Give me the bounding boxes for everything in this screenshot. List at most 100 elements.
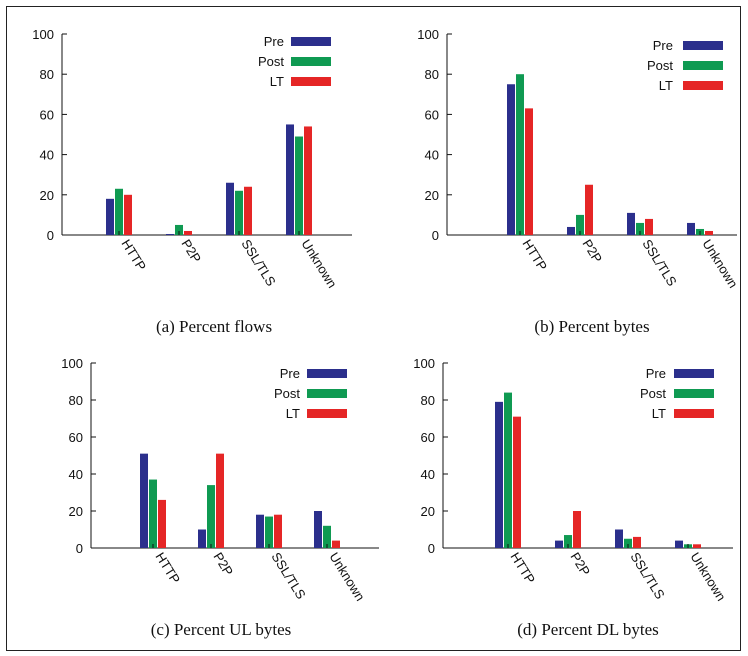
legend-label: LT [286,406,300,421]
category-label: Unknown [687,550,728,604]
legend-label: LT [270,74,284,89]
y-tick-label: 0 [432,228,439,243]
bar-post-http [504,392,512,548]
bar-lt-ssl-tls [633,536,641,548]
category-label: Unknown [699,237,740,291]
bar-post-unknown [295,136,303,235]
legend-label: LT [652,406,666,421]
legend-swatch [307,409,347,418]
bar-pre-http [507,84,515,235]
legend-swatch [307,389,347,398]
legend-swatch [674,389,714,398]
bar-pre-ssl-tls [615,529,623,548]
y-tick-label: 100 [32,27,54,42]
bar-post-ssl-tls [235,190,243,235]
legend-label: Pre [653,38,673,53]
figure-panel: 0 20 40 60 80 100 HTTP P2P SSL/TLS Unknown Pre Post… [6,6,741,651]
bar-pre-p2p [166,233,174,235]
bar-post-http [149,479,157,548]
bar-post-http [516,74,524,235]
y-tick-label: 20 [425,188,439,203]
bar-pre-unknown [286,124,294,235]
category-label: SSL/TLS [627,550,667,602]
bar-lt-unknown [304,126,312,235]
legend-swatch [291,57,331,66]
bar-post-ssl-tls [624,538,632,548]
bar-lt-http [124,194,132,235]
bar-lt-http [158,499,166,548]
category-label: P2P [579,237,605,266]
bar-pre-p2p [555,540,563,548]
y-tick-label: 60 [40,107,54,122]
chart-caption: (b) Percent bytes [534,317,649,336]
legend-label: LT [659,78,673,93]
category-label: Unknown [298,237,339,291]
bar-lt-ssl-tls [244,186,252,235]
legend-swatch [291,77,331,86]
legend-label: Post [640,386,666,401]
y-tick-label: 80 [40,67,54,82]
bar-pre-p2p [567,226,575,235]
bar-pre-http [106,198,114,235]
bar-post-http [115,188,123,235]
bar-pre-p2p [198,529,206,548]
y-tick-label: 60 [421,430,435,445]
bar-pre-ssl-tls [256,514,264,548]
bar-lt-unknown [705,230,713,235]
bar-lt-ssl-tls [645,218,653,235]
y-tick-label: 100 [61,356,83,371]
category-label: SSL/TLS [238,237,278,289]
category-label: P2P [567,550,593,579]
bar-lt-unknown [332,540,340,548]
y-tick-label: 80 [69,393,83,408]
category-label: HTTP [152,550,183,587]
bar-post-unknown [323,525,331,548]
category-label: SSL/TLS [639,237,679,289]
category-label: HTTP [519,237,550,274]
chart-caption: (d) Percent DL bytes [517,620,658,639]
bar-post-p2p [207,485,215,548]
bar-lt-p2p [216,453,224,548]
bar-post-ssl-tls [636,222,644,235]
legend-label: Post [647,58,673,73]
legend-label: Post [274,386,300,401]
legend-swatch [307,369,347,378]
legend-swatch [674,369,714,378]
y-tick-label: 40 [40,148,54,163]
bar-pre-http [140,453,148,548]
bar-post-p2p [564,535,572,548]
y-tick-label: 80 [425,67,439,82]
legend-swatch [674,409,714,418]
bar-post-p2p [576,214,584,235]
category-label: HTTP [507,550,538,587]
bar-pre-ssl-tls [627,212,635,235]
bar-lt-ssl-tls [274,514,282,548]
legend-label: Pre [646,366,666,381]
y-tick-label: 80 [421,393,435,408]
y-tick-label: 100 [417,27,439,42]
bar-pre-unknown [687,222,695,235]
legend-label: Pre [264,34,284,49]
bar-lt-http [513,416,521,548]
bar-lt-p2p [573,511,581,548]
legend-label: Post [258,54,284,69]
bar-lt-http [525,108,533,235]
legend-swatch [291,37,331,46]
y-tick-label: 20 [69,504,83,519]
category-label: Unknown [326,550,367,604]
y-tick-label: 0 [47,228,54,243]
y-tick-label: 40 [69,467,83,482]
legend-label: Pre [280,366,300,381]
bar-pre-unknown [314,511,322,548]
bar-post-p2p [175,224,183,235]
category-label: P2P [210,550,236,579]
bar-pre-http [495,401,503,548]
y-tick-label: 20 [40,188,54,203]
bar-lt-p2p [184,230,192,235]
bar-lt-p2p [585,184,593,235]
y-tick-label: 0 [428,541,435,556]
category-label: HTTP [118,237,149,274]
chart-caption: (a) Percent flows [156,317,272,336]
y-tick-label: 60 [69,430,83,445]
y-tick-label: 40 [421,467,435,482]
